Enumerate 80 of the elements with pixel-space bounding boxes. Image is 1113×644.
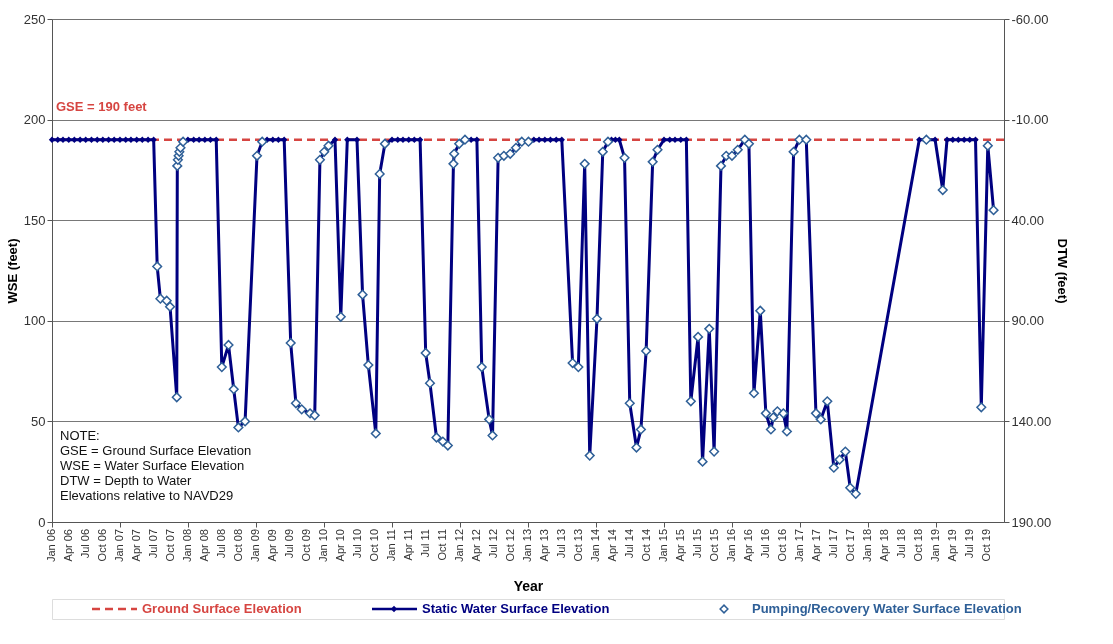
- legend-label: Pumping/Recovery Water Surface Elevation: [752, 601, 1022, 616]
- y2-axis-title: DTW (feet): [1055, 238, 1071, 304]
- y-tick-label: 50: [31, 413, 46, 429]
- x-tick-label: Jul 08: [214, 529, 227, 559]
- x-tick-label: Jul 19: [962, 529, 975, 559]
- x-tick-label: Oct 06: [95, 529, 108, 562]
- x-tick-label: Jan 06: [45, 529, 57, 563]
- annotation: Elevations relative to NAVD29: [60, 488, 234, 503]
- x-tick-label: Jan 16: [724, 529, 737, 563]
- x-tick-label: Jan 12: [452, 529, 465, 563]
- x-tick-label: Apr 16: [741, 529, 754, 562]
- x-tick-label: Oct 12: [503, 529, 516, 562]
- x-tick-label: Apr 14: [605, 529, 618, 562]
- x-tick-label: Apr 08: [197, 529, 210, 562]
- x-axis-title: Year: [513, 578, 544, 594]
- y2-tick-label: 90.00: [1011, 313, 1045, 329]
- x-tick-label: Jan 14: [589, 529, 602, 563]
- legend-label: Static Water Surface Elevation: [422, 601, 610, 616]
- annotation: GSE = 190 feet: [56, 98, 148, 114]
- x-tick-label: Oct 17: [843, 529, 856, 562]
- annotation: DTW = Depth to Water: [60, 473, 193, 488]
- x-tick-label: Oct 15: [707, 529, 720, 562]
- y-tick-label: 250: [23, 11, 46, 27]
- x-tick-label: Jan 07: [112, 529, 125, 563]
- x-tick-label: Jan 18: [861, 529, 874, 563]
- x-tick-label: Jan 09: [249, 529, 262, 563]
- x-tick-label: Jan 17: [793, 529, 806, 563]
- x-tick-label: Oct 13: [571, 529, 584, 562]
- y2-tick-label: 140.00: [1011, 413, 1052, 429]
- x-tick-label: Oct 11: [435, 529, 448, 561]
- y-tick-label: 200: [23, 112, 46, 128]
- annotation: WSE = Water Surface Elevation: [60, 458, 245, 473]
- x-tick-label: Jan 11: [384, 529, 397, 562]
- x-tick-label: Jul 11: [418, 529, 431, 558]
- x-tick-label: Jul 17: [826, 529, 839, 559]
- x-tick-label: Jul 12: [486, 529, 499, 559]
- x-tick-label: Apr 06: [61, 529, 74, 562]
- x-tick-label: Jul 18: [894, 529, 907, 559]
- x-tick-label: Oct 10: [367, 529, 380, 562]
- x-tick-label: Oct 08: [231, 529, 244, 562]
- x-tick-label: Oct 07: [163, 529, 176, 562]
- x-tick-label: Jul 13: [554, 529, 567, 559]
- y2-tick-label: 190.00: [1011, 514, 1052, 530]
- x-tick-label: Apr 12: [469, 529, 482, 562]
- x-tick-label: Jul 06: [78, 529, 91, 559]
- x-tick-label: Oct 09: [299, 529, 312, 562]
- x-tick-label: Jul 14: [622, 529, 635, 559]
- x-tick-label: Apr 07: [129, 529, 142, 562]
- x-tick-label: Oct 18: [911, 529, 924, 562]
- x-tick-label: Apr 13: [537, 529, 550, 562]
- x-tick-label: Apr 09: [265, 529, 278, 562]
- x-tick-label: Jul 16: [758, 529, 771, 559]
- y-tick-label: 150: [23, 212, 46, 228]
- x-tick-label: Apr 10: [333, 529, 346, 562]
- y2-tick-label: -60.00: [1011, 11, 1049, 27]
- y-tick-label: 0: [38, 514, 46, 530]
- x-tick-label: Jan 13: [521, 529, 534, 563]
- x-tick-label: Jul 15: [690, 529, 703, 559]
- x-tick-label: Jul 09: [282, 529, 295, 559]
- annotation: NOTE:: [60, 428, 100, 443]
- x-tick-label: Apr 18: [877, 529, 890, 562]
- x-tick-label: Apr 17: [809, 529, 822, 562]
- x-tick-label: Apr 11: [401, 529, 414, 561]
- x-tick-label: Oct 14: [639, 529, 652, 562]
- x-tick-label: Jul 07: [146, 529, 159, 559]
- x-tick-label: Oct 19: [979, 529, 992, 562]
- y2-tick-label: -10.00: [1011, 112, 1049, 128]
- x-tick-label: Oct 16: [775, 529, 788, 562]
- x-tick-label: Jan 10: [317, 529, 330, 563]
- x-tick-label: Jan 08: [180, 529, 193, 563]
- y2-tick-label: 40.00: [1011, 212, 1045, 228]
- x-tick-label: Jul 10: [350, 529, 363, 559]
- x-tick-label: Apr 19: [945, 529, 958, 562]
- annotation: GSE = Ground Surface Elevation: [60, 443, 252, 458]
- y-axis-title: WSE (feet): [4, 238, 20, 304]
- y-tick-label: 100: [23, 313, 46, 329]
- legend-label: Ground Surface Elevation: [142, 601, 302, 616]
- x-tick-label: Jan 19: [929, 529, 942, 563]
- x-tick-label: Apr 15: [673, 529, 686, 562]
- x-tick-label: Jan 15: [657, 529, 670, 563]
